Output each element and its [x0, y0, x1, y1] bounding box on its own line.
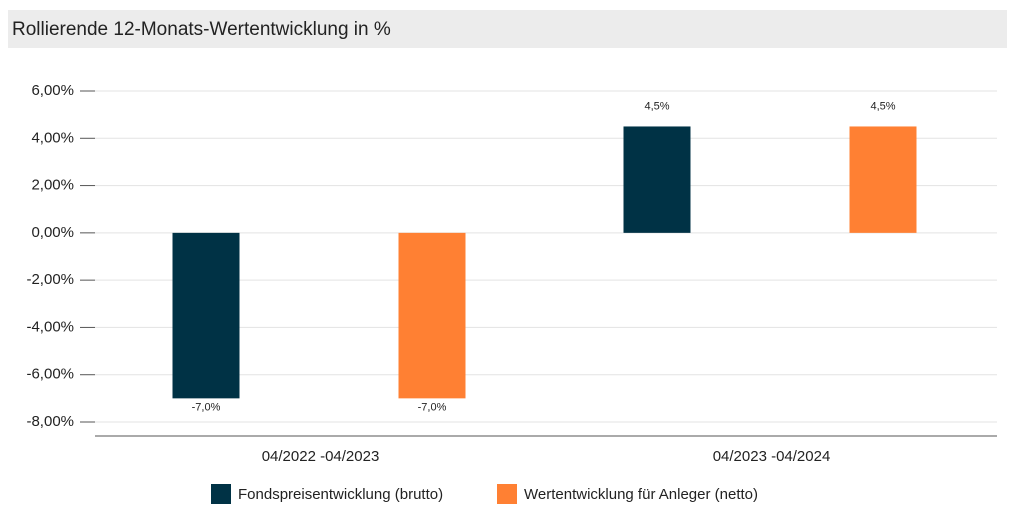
y-tick-label: -8,00%	[26, 413, 74, 430]
y-tick-label: -4,00%	[26, 318, 74, 335]
x-tick-label: 04/2023 -04/2024	[713, 448, 831, 465]
y-tick-label: 6,00%	[31, 82, 74, 99]
bar	[398, 232, 466, 399]
bar	[849, 126, 917, 233]
data-label: 4,5%	[644, 100, 669, 112]
y-tick-label: 4,00%	[31, 129, 74, 146]
data-label: -7,0%	[418, 401, 447, 413]
legend-swatch	[497, 484, 517, 504]
y-tick-label: 0,00%	[31, 224, 74, 241]
data-label: 4,5%	[870, 100, 895, 112]
x-tick-label: 04/2022 -04/2023	[262, 448, 380, 465]
bar	[623, 126, 691, 233]
data-label: -7,0%	[192, 401, 221, 413]
y-tick-label: -2,00%	[26, 271, 74, 288]
legend-label: Wertentwicklung für Anleger (netto)	[524, 486, 758, 503]
chart-title: Rollierende 12-Monats-Wertentwicklung in…	[12, 19, 391, 40]
legend-swatch	[211, 484, 231, 504]
legend-label: Fondspreisentwicklung (brutto)	[238, 486, 443, 503]
y-tick-label: 2,00%	[31, 177, 74, 194]
title-bar	[8, 10, 1007, 48]
bar	[172, 232, 240, 399]
y-tick-label: -6,00%	[26, 366, 74, 383]
